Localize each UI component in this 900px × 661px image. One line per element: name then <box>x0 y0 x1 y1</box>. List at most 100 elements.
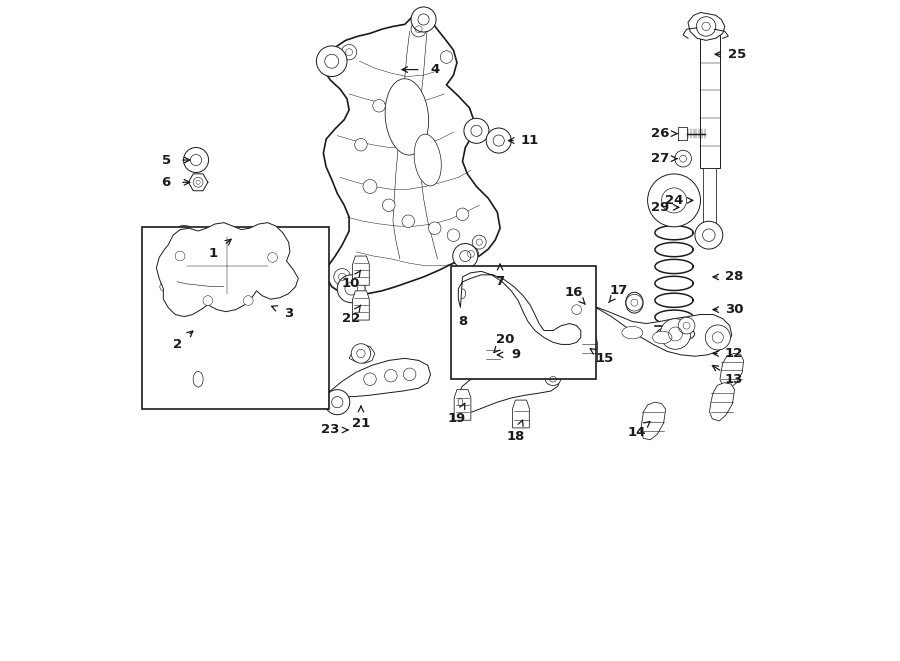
Bar <box>452 266 596 379</box>
Text: 9: 9 <box>511 348 521 362</box>
Text: 4: 4 <box>430 63 439 76</box>
Polygon shape <box>323 15 500 295</box>
Polygon shape <box>485 340 501 368</box>
Text: 30: 30 <box>724 303 743 316</box>
Circle shape <box>428 222 441 235</box>
Polygon shape <box>513 400 529 428</box>
Circle shape <box>364 373 376 385</box>
Text: 26: 26 <box>651 127 670 140</box>
Ellipse shape <box>385 79 428 155</box>
Polygon shape <box>679 128 687 140</box>
Circle shape <box>675 150 691 167</box>
Text: 13: 13 <box>724 373 743 386</box>
Text: 15: 15 <box>595 352 614 365</box>
Circle shape <box>456 208 469 221</box>
Polygon shape <box>458 272 580 344</box>
Circle shape <box>697 17 716 36</box>
Text: 11: 11 <box>521 134 539 147</box>
Circle shape <box>411 7 436 32</box>
Circle shape <box>267 253 277 262</box>
Circle shape <box>440 51 453 63</box>
Text: 22: 22 <box>342 312 360 325</box>
Circle shape <box>382 199 395 212</box>
Circle shape <box>403 368 416 381</box>
Text: 2: 2 <box>173 338 182 351</box>
Ellipse shape <box>455 394 465 410</box>
Circle shape <box>472 235 486 249</box>
Circle shape <box>176 251 184 261</box>
Text: 14: 14 <box>627 426 645 440</box>
Circle shape <box>338 275 365 303</box>
Text: 1: 1 <box>209 247 218 260</box>
Ellipse shape <box>414 134 441 186</box>
Text: 12: 12 <box>724 347 743 360</box>
Circle shape <box>317 46 347 77</box>
Polygon shape <box>326 358 430 397</box>
Circle shape <box>334 268 350 286</box>
Ellipse shape <box>563 328 584 343</box>
Text: 25: 25 <box>727 48 746 61</box>
Circle shape <box>198 237 256 295</box>
Circle shape <box>363 180 377 194</box>
Circle shape <box>154 276 176 297</box>
Circle shape <box>706 325 731 350</box>
Circle shape <box>453 243 478 268</box>
Circle shape <box>373 100 385 112</box>
Circle shape <box>486 128 511 153</box>
Circle shape <box>695 221 723 249</box>
Circle shape <box>447 229 460 241</box>
Circle shape <box>648 174 700 227</box>
Ellipse shape <box>626 292 644 313</box>
Polygon shape <box>688 13 724 40</box>
Circle shape <box>203 295 212 305</box>
Circle shape <box>260 229 281 251</box>
Polygon shape <box>709 383 734 421</box>
Bar <box>142 227 328 409</box>
Polygon shape <box>580 334 598 362</box>
Ellipse shape <box>656 327 695 342</box>
Circle shape <box>626 294 643 311</box>
Circle shape <box>351 344 371 363</box>
Text: 18: 18 <box>507 430 526 444</box>
Text: 20: 20 <box>497 333 515 346</box>
Circle shape <box>172 225 197 251</box>
Ellipse shape <box>455 283 470 304</box>
Text: 28: 28 <box>724 270 743 284</box>
Circle shape <box>355 138 367 151</box>
Bar <box>703 169 716 229</box>
Circle shape <box>184 147 209 173</box>
Ellipse shape <box>579 299 592 311</box>
Polygon shape <box>353 256 369 286</box>
Text: 16: 16 <box>564 286 583 299</box>
Text: 29: 29 <box>651 201 670 214</box>
Polygon shape <box>157 223 298 317</box>
Circle shape <box>402 215 415 227</box>
Text: 23: 23 <box>321 424 339 436</box>
Text: 21: 21 <box>352 416 370 430</box>
Text: 19: 19 <box>448 412 466 426</box>
Polygon shape <box>454 389 471 420</box>
Text: 3: 3 <box>284 307 293 320</box>
Text: 8: 8 <box>458 315 467 328</box>
Circle shape <box>660 319 690 349</box>
Polygon shape <box>353 291 369 320</box>
Bar <box>700 35 720 169</box>
Polygon shape <box>562 303 732 356</box>
Text: 5: 5 <box>162 153 171 167</box>
Text: 24: 24 <box>665 194 683 207</box>
Circle shape <box>565 299 588 321</box>
Circle shape <box>384 369 397 382</box>
Polygon shape <box>455 366 560 414</box>
Polygon shape <box>720 354 743 388</box>
Text: 7: 7 <box>496 275 505 288</box>
Ellipse shape <box>187 362 210 397</box>
Ellipse shape <box>652 331 672 344</box>
Ellipse shape <box>276 266 292 288</box>
Ellipse shape <box>545 373 561 385</box>
Text: 6: 6 <box>161 176 171 189</box>
Text: 27: 27 <box>651 152 670 165</box>
Polygon shape <box>641 402 666 440</box>
Circle shape <box>194 177 203 187</box>
Text: 17: 17 <box>609 284 627 297</box>
Circle shape <box>411 22 427 37</box>
